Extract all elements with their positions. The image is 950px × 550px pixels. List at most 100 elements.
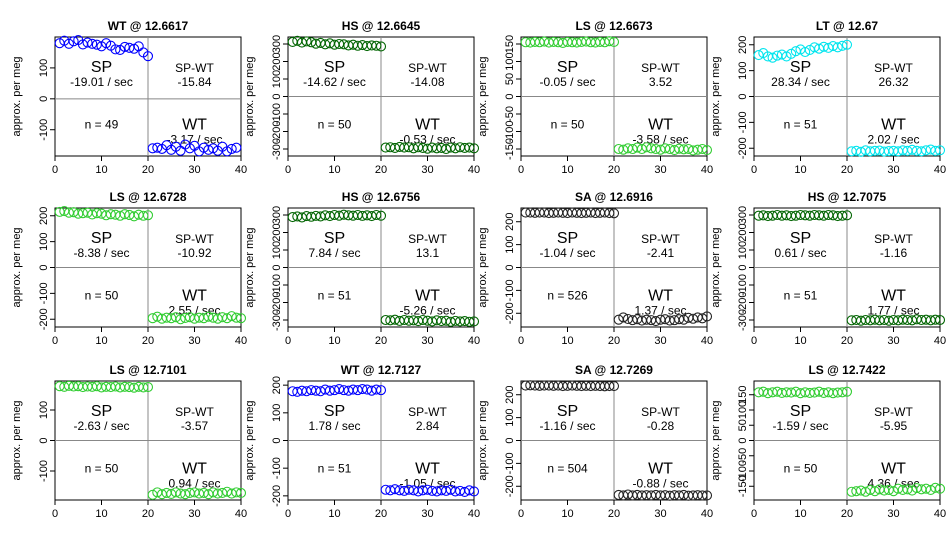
data-point: [371, 384, 382, 395]
panel-title: HS @ 12.6645: [342, 19, 421, 33]
x-tick-label: 30: [188, 164, 200, 176]
sp-wt-label: SP-WT: [175, 61, 214, 75]
y-tick-label: 200: [737, 223, 749, 241]
x-tick-label: 0: [52, 164, 58, 176]
y-tick-label: -200: [737, 137, 749, 159]
data-point: [175, 314, 186, 325]
sp-label: SP: [324, 403, 345, 420]
data-point: [697, 313, 708, 324]
data-point: [235, 487, 247, 499]
y-tick-label: -100: [271, 457, 283, 479]
data-point: [604, 380, 615, 392]
y-tick-label: 50: [504, 73, 516, 85]
data-point: [468, 143, 480, 154]
data-point: [837, 210, 848, 221]
n-count: n = 50: [318, 117, 352, 131]
sp-wt-label: SP-WT: [408, 232, 447, 246]
x-tick-label: 10: [328, 335, 340, 347]
data-point: [389, 484, 401, 495]
data-point: [110, 44, 121, 55]
data-point: [357, 383, 368, 395]
x-tick-label: 30: [421, 508, 433, 520]
data-point: [930, 482, 941, 493]
wt-label: WT: [648, 460, 673, 477]
x-tick-label: 20: [841, 508, 853, 520]
y-tick-label: 100: [271, 404, 283, 422]
x-tick-label: 30: [887, 164, 899, 176]
y-tick-label: 100: [271, 241, 283, 259]
sp-rate: -1.04 / sec: [539, 246, 595, 260]
x-tick-label: 40: [235, 508, 247, 520]
y-tick-label: -150: [737, 475, 749, 497]
wt-label: WT: [182, 116, 207, 133]
x-tick-label: 0: [52, 335, 58, 347]
sp-label: SP: [557, 403, 578, 420]
x-tick-label: 0: [52, 508, 58, 520]
n-count: n = 504: [547, 461, 588, 475]
x-tick-label: 10: [328, 164, 340, 176]
data-point: [916, 146, 927, 157]
x-tick-label: 40: [701, 164, 713, 176]
wt-rate: 1.77 / sec: [867, 303, 919, 317]
n-count: n = 50: [784, 461, 818, 475]
y-tick-label: 0: [38, 264, 50, 270]
x-tick-label: 40: [934, 164, 946, 176]
y-tick-label: 100: [38, 59, 50, 77]
x-tick-label: 20: [375, 508, 387, 520]
y-axis-label: approx. per meg: [710, 227, 722, 307]
data-point: [375, 210, 387, 221]
y-tick-label: 200: [504, 386, 516, 404]
sp-wt-label: SP-WT: [175, 405, 214, 419]
x-tick-label: 10: [328, 508, 340, 520]
data-point: [701, 311, 713, 322]
sp-rate: 1.78 / sec: [308, 419, 360, 433]
x-tick-label: 10: [794, 508, 806, 520]
wt-label: WT: [648, 287, 673, 304]
wt-rate: 1.37 / sec: [634, 303, 686, 317]
y-tick-label: 0: [504, 264, 516, 270]
data-point: [375, 385, 387, 396]
panel-title: LS @ 12.6673: [575, 19, 652, 33]
data-point: [403, 484, 414, 495]
sp-label: SP: [557, 230, 578, 247]
data-point: [468, 316, 480, 327]
data-point: [231, 487, 242, 498]
data-point: [608, 380, 620, 392]
sp-wt-value: -2.41: [647, 246, 675, 260]
y-tick-label: 200: [504, 213, 516, 231]
y-tick-label: 100: [737, 401, 749, 419]
data-point: [203, 311, 214, 322]
sp-wt-label: SP-WT: [408, 405, 447, 419]
y-tick-label: 0: [38, 437, 50, 443]
x-tick-label: 10: [561, 335, 573, 347]
x-tick-label: 10: [561, 508, 573, 520]
data-point: [641, 142, 652, 153]
data-point: [231, 142, 242, 153]
y-axis-label: approx. per meg: [477, 400, 489, 480]
sp-rate: -2.63 / sec: [73, 419, 129, 433]
data-point: [170, 487, 181, 498]
n-count: n = 51: [784, 117, 818, 131]
data-point: [371, 40, 382, 51]
x-tick-label: 40: [934, 508, 946, 520]
sp-wt-value: -3.57: [181, 419, 209, 433]
y-tick-label: -100: [504, 279, 516, 301]
data-point: [841, 39, 853, 50]
x-tick-label: 40: [235, 335, 247, 347]
y-tick-label: -50: [504, 106, 516, 122]
x-tick-label: 0: [751, 164, 757, 176]
data-point: [371, 209, 382, 221]
panel-title: SA @ 12.6916: [575, 190, 653, 204]
wt-label: WT: [881, 460, 906, 477]
data-point: [324, 385, 335, 396]
data-point: [697, 143, 708, 155]
sp-rate: -19.01 / sec: [70, 75, 133, 89]
y-tick-label: -100: [38, 119, 50, 141]
x-tick-label: 20: [375, 164, 387, 176]
data-point: [226, 311, 237, 322]
x-tick-label: 0: [518, 508, 524, 520]
data-point: [138, 210, 149, 221]
x-tick-label: 30: [654, 335, 666, 347]
y-tick-label: 100: [504, 52, 516, 70]
sp-wt-value: -5.95: [880, 419, 908, 433]
